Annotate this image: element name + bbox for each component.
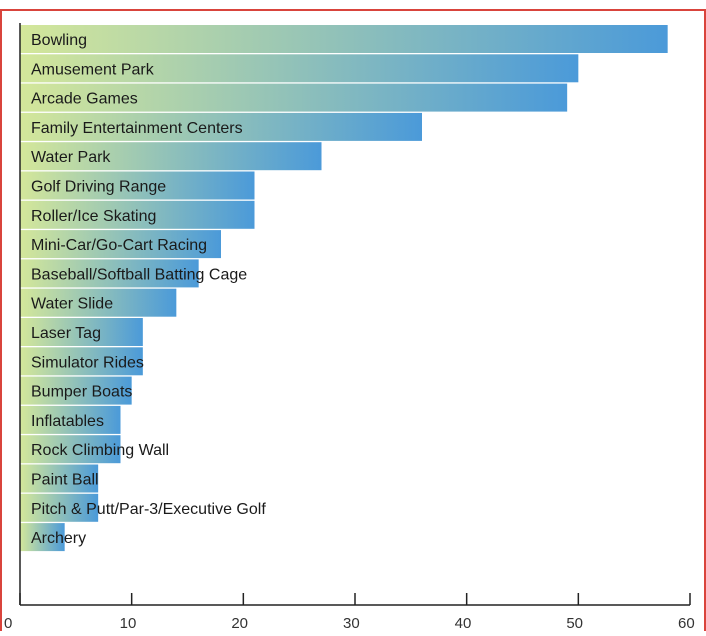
bar-label-mini-car-go-cart-racing: Mini-Car/Go-Cart Racing	[31, 237, 207, 254]
x-tick-label-10: 10	[120, 615, 137, 631]
bar-arcade-games	[20, 83, 568, 112]
x-tick-label-40: 40	[455, 615, 472, 631]
bar-label-simulator-rides: Simulator Rides	[31, 354, 144, 371]
bar-label-arcade-games: Arcade Games	[31, 91, 138, 108]
bar-label-bowling: Bowling	[31, 32, 87, 49]
bar-label-baseball-softball-batting-cage: Baseball/Softball Batting Cage	[31, 266, 247, 283]
bar-label-family-entertainment-centers: Family Entertainment Centers	[31, 120, 243, 137]
bar-water-slide	[20, 288, 177, 317]
x-tick-label-20: 20	[231, 615, 248, 631]
bar-label-inflatables: Inflatables	[31, 413, 104, 430]
bar-bowling	[20, 25, 668, 53]
bar-archery	[20, 523, 65, 552]
bar-amusement-park	[20, 54, 579, 83]
bar-golf-driving-range	[20, 171, 255, 200]
bar-pitch-putt-par-3-executive-golf	[20, 493, 99, 522]
bar-label-amusement-park: Amusement Park	[31, 61, 155, 78]
bar-label-bumper-boats: Bumper Boats	[31, 384, 132, 401]
bar-label-laser-tag: Laser Tag	[31, 325, 101, 342]
x-axis: 0 10 20 30 40 50 60	[4, 23, 695, 632]
bar-paint-ball	[20, 464, 99, 493]
bar-labels-group: Bowling Amusement Park Arcade Games Family …	[31, 32, 266, 547]
bar-baseball-softball-batting-cage	[20, 259, 199, 288]
x-tick-label-60: 60	[678, 615, 695, 631]
bar-bumper-boats	[20, 376, 132, 405]
x-tick-label-30: 30	[343, 615, 360, 631]
bar-label-roller-ice-skating: Roller/Ice Skating	[31, 208, 156, 225]
bar-water-park	[20, 142, 322, 171]
bar-rock-climbing-wall	[20, 435, 121, 464]
bar-roller-ice-skating	[20, 200, 255, 229]
bar-label-archery: Archery	[31, 530, 86, 547]
bar-label-water-park: Water Park	[31, 149, 111, 166]
bar-label-pitch-putt-par-3-executive-golf: Pitch & Putt/Par-3/Executive Golf	[31, 501, 266, 518]
bar-family-entertainment-centers	[20, 112, 422, 141]
bar-mini-car-go-cart-racing	[20, 230, 221, 259]
bar-label-paint-ball: Paint Ball	[31, 472, 99, 489]
bars-group	[20, 25, 668, 552]
x-tick-label-50: 50	[566, 615, 583, 631]
bar-label-water-slide: Water Slide	[31, 296, 113, 313]
bar-simulator-rides	[20, 347, 143, 376]
x-tick-label-0: 0	[4, 615, 12, 631]
bar-inflatables	[20, 405, 121, 434]
bar-label-golf-driving-range: Golf Driving Range	[31, 179, 166, 196]
bar-label-rock-climbing-wall: Rock Climbing Wall	[31, 442, 169, 459]
bar-laser-tag	[20, 318, 143, 346]
